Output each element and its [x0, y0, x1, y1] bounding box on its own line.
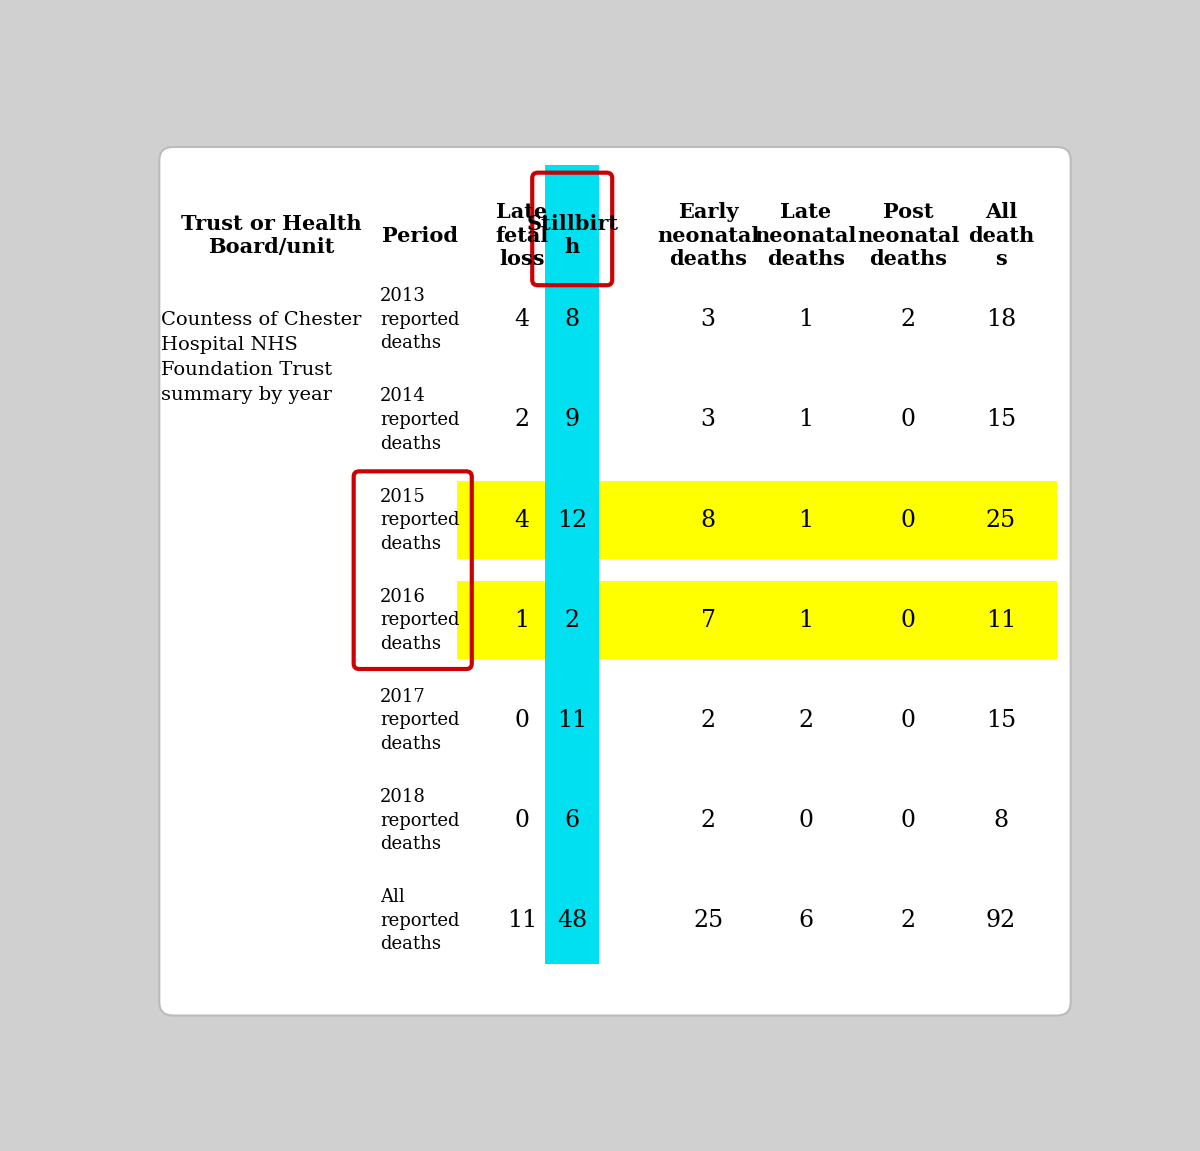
Text: 11: 11 [506, 909, 538, 932]
Text: Late
fetal
loss: Late fetal loss [496, 203, 548, 269]
Text: 0: 0 [900, 409, 916, 432]
Bar [545, 165, 599, 965]
Text: 6: 6 [798, 909, 814, 932]
Text: 9: 9 [565, 409, 580, 432]
Text: Stillbirt
h: Stillbirt h [527, 214, 618, 257]
Text: 2016
reported
deaths: 2016 reported deaths [380, 588, 460, 653]
Text: Late
neonatal
deaths: Late neonatal deaths [755, 203, 857, 269]
Text: 2: 2 [565, 609, 580, 632]
Text: 25: 25 [986, 509, 1016, 532]
FancyBboxPatch shape [160, 147, 1070, 1015]
Text: 2: 2 [515, 409, 529, 432]
Text: 2: 2 [798, 709, 814, 732]
Bar [545, 165, 599, 965]
Text: 1: 1 [515, 609, 529, 632]
Text: 8: 8 [565, 308, 580, 331]
Text: 18: 18 [986, 308, 1016, 331]
Text: 92: 92 [986, 909, 1016, 932]
Text: Trust or Health
Board/unit: Trust or Health Board/unit [180, 214, 361, 257]
Text: 25: 25 [692, 909, 724, 932]
Text: 8: 8 [994, 809, 1008, 832]
Text: 48: 48 [557, 909, 587, 932]
Text: Period: Period [382, 226, 457, 245]
Text: 3: 3 [701, 308, 715, 331]
Bar [457, 581, 1057, 660]
Text: 1: 1 [798, 609, 814, 632]
Text: Countess of Chester
Hospital NHS
Foundation Trust
summary by year: Countess of Chester Hospital NHS Foundat… [162, 311, 361, 404]
Text: All
reported
deaths: All reported deaths [380, 889, 460, 953]
Text: 0: 0 [900, 809, 916, 832]
Text: 2015
reported
deaths: 2015 reported deaths [380, 488, 460, 552]
Text: 0: 0 [900, 709, 916, 732]
Text: 1: 1 [798, 409, 814, 432]
Text: All
death
s: All death s [968, 203, 1034, 269]
Text: 2: 2 [900, 308, 916, 331]
Text: 15: 15 [986, 409, 1016, 432]
Text: 0: 0 [900, 609, 916, 632]
Text: 2014
reported
deaths: 2014 reported deaths [380, 388, 460, 452]
Text: Post
neonatal
deaths: Post neonatal deaths [857, 203, 959, 269]
Bar [457, 481, 1057, 559]
Text: 0: 0 [515, 709, 529, 732]
Text: 2018
reported
deaths: 2018 reported deaths [380, 788, 460, 853]
Text: 12: 12 [557, 509, 587, 532]
Text: 4: 4 [515, 308, 529, 331]
Text: 2: 2 [701, 709, 715, 732]
Text: 2: 2 [701, 809, 715, 832]
Text: 1: 1 [798, 308, 814, 331]
Text: 1: 1 [798, 509, 814, 532]
Text: 2: 2 [900, 909, 916, 932]
Text: 0: 0 [515, 809, 529, 832]
Text: 3: 3 [701, 409, 715, 432]
Text: 7: 7 [701, 609, 715, 632]
Text: 11: 11 [986, 609, 1016, 632]
Text: 6: 6 [565, 809, 580, 832]
Text: 15: 15 [986, 709, 1016, 732]
Text: 8: 8 [701, 509, 715, 532]
Text: 2013
reported
deaths: 2013 reported deaths [380, 288, 460, 352]
Text: 0: 0 [798, 809, 814, 832]
Text: 4: 4 [515, 509, 529, 532]
Text: Early
neonatal
deaths: Early neonatal deaths [656, 203, 760, 269]
Text: 2017
reported
deaths: 2017 reported deaths [380, 688, 460, 753]
Text: 11: 11 [557, 709, 587, 732]
Text: 0: 0 [900, 509, 916, 532]
